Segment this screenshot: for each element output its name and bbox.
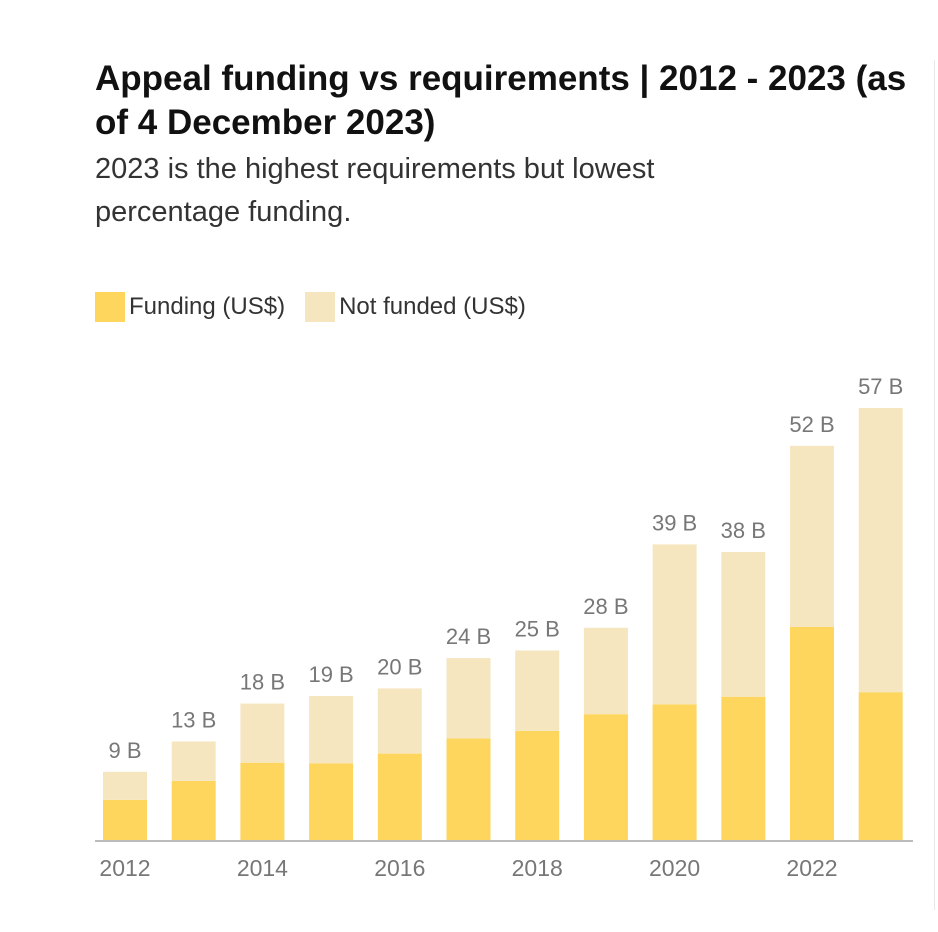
bar-not-funded-2017 — [446, 658, 491, 739]
bar-not-funded-2018 — [515, 650, 560, 731]
legend: Funding (US$) Not funded (US$) — [95, 292, 546, 322]
legend-label-funding: Funding (US$) — [129, 293, 286, 320]
total-label-2017: 24 B — [446, 624, 491, 649]
total-label-2015: 19 B — [308, 662, 353, 687]
total-label-2014: 18 B — [240, 670, 285, 695]
bar-funding-2014 — [240, 762, 285, 840]
x-tick-label-2020: 2020 — [649, 855, 700, 881]
bar-funding-2015 — [309, 763, 354, 840]
chart-title: Appeal funding vs requirements | 2012 - … — [95, 59, 907, 142]
bar-not-funded-2014 — [240, 703, 285, 763]
bar-funding-2013 — [171, 780, 216, 840]
bar-not-funded-2016 — [377, 688, 422, 754]
bar-not-funded-2023 — [858, 407, 903, 693]
bar-funding-2018 — [515, 730, 560, 840]
total-label-2020: 39 B — [652, 510, 697, 535]
total-label-2023: 57 B — [858, 374, 903, 399]
bar-not-funded-2020 — [652, 544, 697, 705]
x-tick-label-2014: 2014 — [237, 855, 288, 881]
frame-edge — [934, 60, 935, 910]
x-tick-label-2012: 2012 — [99, 855, 150, 881]
total-label-2019: 28 B — [583, 594, 628, 619]
bar-funding-2020 — [652, 704, 697, 840]
total-label-2013: 13 B — [171, 707, 216, 732]
bar-funding-2016 — [377, 753, 422, 840]
bar-not-funded-2015 — [309, 695, 354, 764]
bar-not-funded-2013 — [171, 741, 216, 781]
x-tick-label-2016: 2016 — [374, 855, 425, 881]
legend-swatch-funding — [95, 292, 125, 322]
total-label-2018: 25 B — [515, 617, 560, 642]
bar-not-funded-2021 — [721, 551, 766, 697]
bar-funding-2021 — [721, 696, 766, 840]
x-tick-label-2022: 2022 — [786, 855, 837, 881]
bar-not-funded-2019 — [583, 627, 628, 715]
total-label-2016: 20 B — [377, 654, 422, 679]
legend-swatch-not-funded — [305, 292, 336, 322]
total-label-2012: 9 B — [108, 738, 141, 763]
x-tick-label-2018: 2018 — [512, 855, 563, 881]
bar-not-funded-2012 — [103, 771, 147, 800]
legend-item-funding: Funding (US$) — [95, 292, 285, 322]
legend-label-not-funded: Not funded (US$) — [339, 293, 526, 320]
bar-funding-2023 — [858, 692, 903, 840]
bar-funding-2017 — [446, 738, 491, 840]
bar-funding-2012 — [103, 799, 147, 840]
bar-funding-2022 — [790, 627, 834, 840]
bar-funding-2019 — [583, 714, 628, 840]
bar-not-funded-2022 — [790, 445, 834, 628]
total-label-2021: 38 B — [721, 518, 766, 543]
legend-item-not-funded: Not funded (US$) — [305, 292, 526, 322]
total-label-2022: 52 B — [789, 412, 834, 437]
chart-subtitle: 2023 is the highest requirements but low… — [95, 153, 655, 228]
